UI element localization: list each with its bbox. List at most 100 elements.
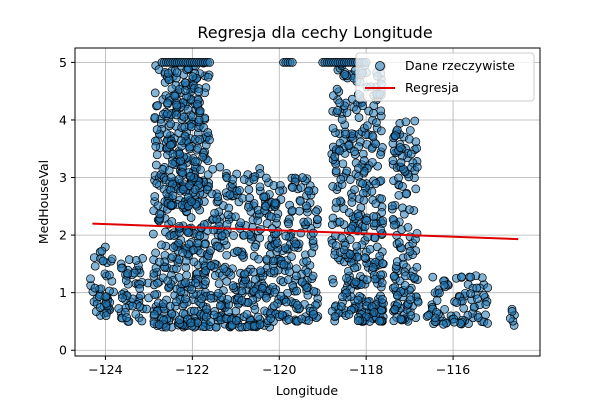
scatter-point: [181, 278, 190, 288]
scatter-point: [266, 212, 276, 222]
scatter-point: [101, 292, 111, 301]
scatter-point: [372, 118, 381, 127]
scatter-point: [335, 146, 345, 156]
scatter-point: [387, 201, 397, 211]
scatter-point: [180, 78, 190, 88]
scatter-point: [275, 186, 284, 196]
scatter-point: [435, 288, 444, 298]
scatter-point: [311, 207, 321, 216]
scatter-point: [155, 209, 165, 219]
scatter-point: [222, 220, 232, 229]
scatter-point: [259, 192, 269, 202]
scatter-point: [131, 256, 141, 265]
scatter-point: [331, 166, 341, 176]
scatter-point: [194, 87, 204, 96]
scatter-point: [152, 125, 162, 134]
scatter-point: [255, 182, 265, 192]
scatter-point: [440, 304, 449, 314]
scatter-point: [269, 301, 279, 311]
scatter-point: [233, 246, 242, 256]
scatter-point: [390, 282, 400, 292]
scatter-point: [309, 309, 318, 319]
scatter-point: [394, 173, 403, 183]
scatter-point: [196, 165, 205, 175]
scatter-point: [439, 280, 449, 290]
scatter-point: [95, 303, 105, 312]
scatter-point: [362, 275, 372, 285]
scatter-point: [178, 168, 187, 178]
scatter-point: [178, 248, 187, 257]
scatter-point: [369, 212, 378, 221]
scatter-point: [187, 285, 197, 294]
scatter-point: [406, 310, 416, 320]
scatter-point: [266, 314, 276, 323]
scatter-point: [250, 305, 260, 314]
scatter-point: [186, 213, 196, 222]
scatter-point: [281, 231, 291, 241]
scatter-point: [296, 183, 306, 193]
scatter-point: [353, 295, 363, 305]
scatter-point: [483, 283, 493, 293]
scatter-point: [390, 305, 400, 314]
scatter-point: [163, 276, 173, 286]
scatter-point: [352, 105, 361, 115]
scatter-point: [269, 266, 279, 276]
scatter-point: [344, 309, 354, 319]
scatter-point: [424, 311, 433, 320]
scatter-point: [249, 175, 259, 185]
scatter-point: [276, 291, 286, 301]
scatter-point: [283, 275, 293, 285]
scatter-point: [189, 306, 199, 316]
scatter-point: [153, 278, 162, 288]
scatter-point: [376, 126, 386, 136]
scatter-point: [377, 278, 387, 288]
scatter-point: [251, 275, 260, 284]
y-axis-label: MedHouseVal: [36, 160, 51, 244]
scatter-points: [86, 58, 519, 332]
scatter-point: [394, 190, 404, 200]
scatter-point: [302, 201, 311, 211]
scatter-point: [118, 293, 127, 303]
scatter-point: [354, 211, 363, 221]
scatter-point: [287, 252, 296, 261]
scatter-point: [342, 108, 352, 118]
scatter-point: [270, 198, 280, 208]
scatter-point: [411, 137, 421, 147]
scatter-point: [206, 261, 216, 270]
scatter-point: [236, 218, 246, 228]
scatter-point: [162, 129, 172, 139]
scatter-point: [350, 263, 359, 273]
scatter-point: [331, 241, 341, 250]
scatter-point: [101, 311, 111, 321]
scatter-point: [307, 248, 317, 258]
scatter-point: [172, 100, 181, 110]
scatter-point: [176, 287, 186, 296]
scatter-point: [166, 140, 175, 150]
scatter-point: [449, 317, 459, 327]
scatter-point: [396, 158, 406, 167]
scatter-point: [405, 247, 415, 256]
scatter-point: [231, 316, 241, 325]
scatter-point: [219, 264, 229, 274]
scatter-point: [185, 142, 195, 152]
scatter-point: [371, 139, 381, 149]
regression-line-group: [92, 222, 519, 241]
scatter-point: [405, 205, 414, 214]
scatter-point: [181, 256, 191, 266]
scatter-point: [223, 210, 233, 220]
scatter-point: [180, 86, 190, 95]
scatter-point: [342, 273, 351, 283]
scatter-point: [242, 309, 252, 319]
scatter-point: [298, 173, 307, 182]
scatter-point: [367, 187, 377, 196]
scatter-point: [163, 109, 172, 119]
x-tick-label: −118: [349, 362, 383, 377]
scatter-point: [237, 296, 247, 305]
scatter-point: [389, 220, 399, 230]
scatter-point: [155, 257, 164, 267]
scatter-point: [148, 229, 158, 239]
scatter-point: [335, 98, 344, 108]
scatter-point: [189, 257, 199, 267]
scatter-point: [224, 307, 233, 317]
scatter-point: [466, 289, 475, 298]
